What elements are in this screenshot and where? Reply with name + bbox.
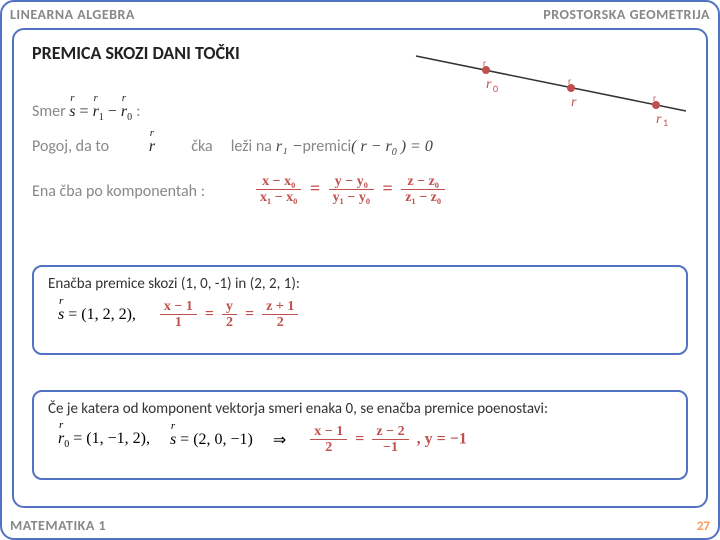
- cond-b: čka: [191, 137, 212, 156]
- component-label: Ena čba po komponentah :: [32, 182, 205, 201]
- slide: LINEARNA ALGEBRA PROSTORSKA GEOMETRIJA P…: [0, 0, 720, 540]
- frac-x-den: x₁ − x₀: [256, 190, 301, 205]
- direction-line: Smer s = r1 − r0 :: [32, 102, 140, 123]
- box1-s: s = (1, 2, 2),: [58, 306, 136, 324]
- header-left: LINEARNA ALGEBRA: [10, 6, 135, 23]
- cond-c: leži na r₁ −premici( r − r0 ) = 0: [231, 137, 433, 156]
- content-main: PREMICA SKOZI DANI TOČKI r 0 r r 1 r r r…: [12, 28, 708, 508]
- frac-y-den: y₁ − y₀: [329, 190, 374, 205]
- example-box-1: Enačba premice skozi (1, 0, -1) in (2, 2…: [32, 265, 688, 355]
- box1-title: Enačba premice skozi (1, 0, -1) in (2, 2…: [48, 275, 672, 293]
- frac-x-num: x − x₀: [256, 174, 301, 190]
- footer-left: MATEMATIKA 1: [10, 517, 106, 534]
- implies-icon: ⇒: [273, 430, 286, 450]
- page-number: 27: [697, 519, 710, 534]
- cond-r: r: [149, 138, 155, 156]
- frac-y: y − y₀ y₁ − y₀: [329, 174, 374, 206]
- main-equation: x − x₀ x₁ − x₀ = y − y₀ y₁ − y₀ = z − z₀…: [252, 174, 449, 206]
- box2-math: r0 = (1, −1, 2), s = (2, 0, −1) ⇒ x − 12…: [58, 424, 672, 456]
- box1-eq: x − 11 = y2 = z + 12: [156, 299, 302, 331]
- box2-s: s = (2, 0, −1): [170, 431, 253, 449]
- smer-label: Smer: [32, 102, 66, 121]
- frac-z-den: z₁ − z₀: [401, 190, 445, 205]
- box2-r0: r0 = (1, −1, 2),: [58, 430, 150, 450]
- box2-extra: , y = −1: [417, 431, 467, 448]
- header-right: PROSTORSKA GEOMETRIJA: [543, 6, 710, 23]
- frac-z: z − z₀ z₁ − z₀: [401, 174, 445, 206]
- frac-z-num: z − z₀: [401, 174, 445, 190]
- colon: :: [136, 102, 140, 121]
- cond-a: Pogoj, da to: [32, 137, 109, 156]
- frac-x: x − x₀ x₁ − x₀: [256, 174, 301, 206]
- example-box-2: Če je katera od komponent vektorja smeri…: [32, 390, 688, 480]
- box2-eq: x − 12 = z − 2−1 , y = −1: [306, 424, 467, 456]
- condition-line: Pogoj, da to r čka leži na r₁ −premici( …: [32, 137, 433, 158]
- math-area: Smer s = r1 − r0 : Pogoj, da to r čka le…: [32, 82, 688, 252]
- smer-formula: s = r1 − r0: [69, 103, 136, 120]
- box2-title: Če je katera od komponent vektorja smeri…: [48, 400, 672, 418]
- svg-text:r: r: [483, 58, 486, 69]
- box1-math: s = (1, 2, 2), x − 11 = y2 = z + 12: [58, 299, 672, 331]
- frac-y-num: y − y₀: [329, 174, 374, 190]
